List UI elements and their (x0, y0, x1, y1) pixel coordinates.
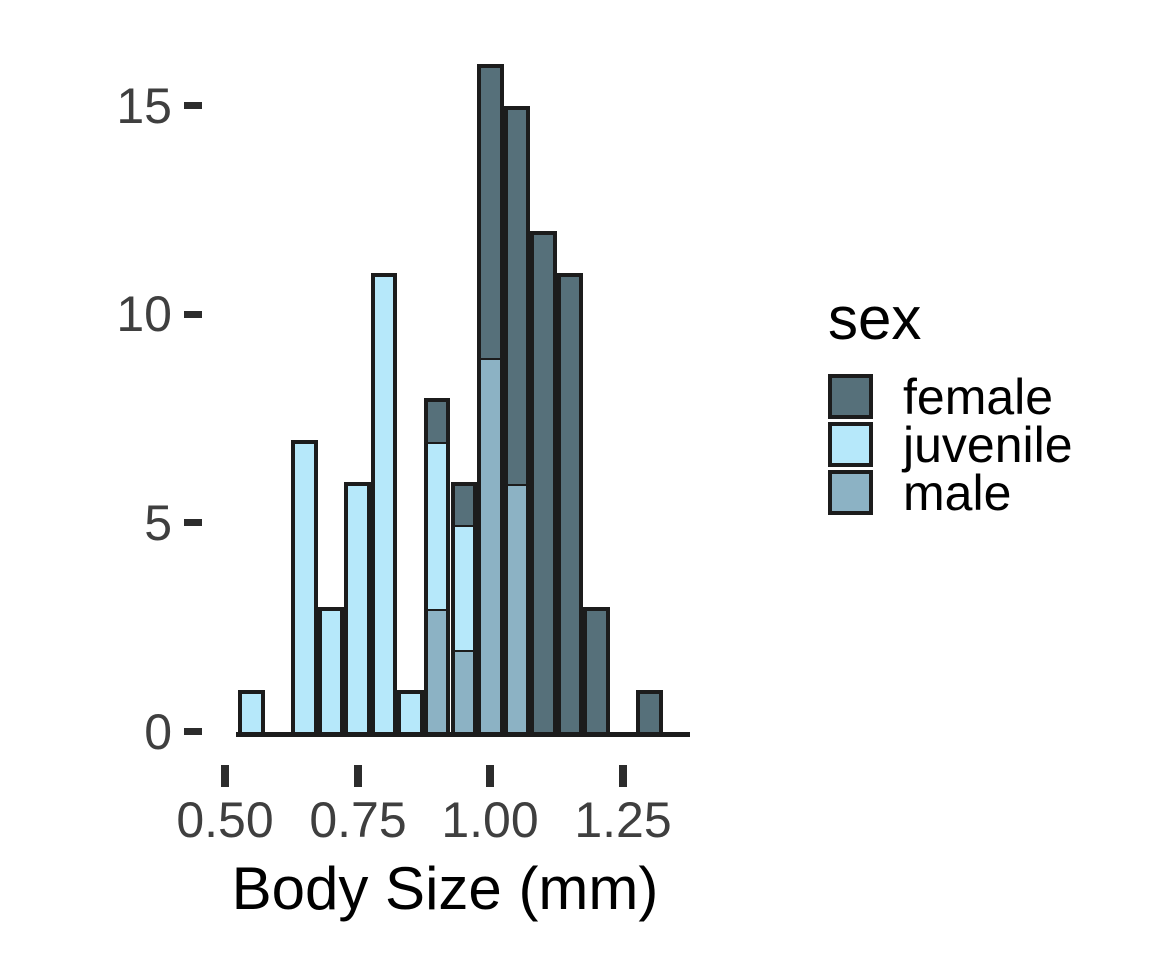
histogram-bar (450, 481, 478, 736)
legend-rows: female juvenile male (828, 368, 1073, 521)
bar-segment-juvenile (427, 439, 447, 609)
legend-swatch-female (828, 374, 873, 419)
x-axis-title: Body Size (mm) (231, 855, 659, 922)
bar-segment-juvenile (348, 485, 367, 732)
histogram-bar (344, 481, 371, 736)
histogram-bar (556, 273, 584, 736)
x-tick-mark-050 (221, 765, 229, 787)
y-axis-label-5: 5 (144, 495, 172, 551)
bar-segment-juvenile (295, 443, 314, 732)
legend-swatch-male (828, 470, 873, 515)
bar-segment-female (454, 485, 474, 526)
x-axis-label-125: 1.25 (574, 792, 672, 848)
histogram-bar (291, 439, 318, 736)
bar-segment-male (481, 356, 500, 732)
y-tick-mark-10 (184, 311, 202, 318)
legend-row-juvenile: juvenile (828, 416, 1073, 473)
y-axis-label-15: 15 (116, 78, 172, 134)
legend-label-male: male (903, 464, 1012, 521)
bar-segment-female (640, 694, 659, 732)
x-tick-mark-075 (354, 765, 362, 787)
legend-row-female: female (828, 368, 1073, 425)
bar-segment-female (507, 110, 527, 484)
legend-label-female: female (903, 368, 1054, 425)
bar-segment-female (560, 277, 580, 732)
bar-segment-male (507, 481, 527, 733)
x-axis-label-075: 0.75 (309, 792, 407, 848)
bar-segment-female (534, 235, 553, 732)
x-axis-baseline (236, 732, 690, 737)
legend-row-male: male (828, 464, 1073, 521)
legend-swatch-juvenile (828, 422, 873, 467)
bar-segment-juvenile (242, 694, 261, 732)
histogram-bar (636, 690, 663, 736)
histogram-bar (317, 606, 345, 736)
y-tick-mark-0 (184, 728, 202, 735)
histogram-bar (477, 64, 504, 736)
legend-label-juvenile: juvenile (903, 416, 1073, 473)
bar-segment-male (454, 648, 474, 732)
histogram-bar (423, 398, 451, 736)
y-axis-label-0: 0 (144, 704, 172, 760)
bar-segment-juvenile (454, 523, 474, 651)
histogram-bar (238, 690, 265, 736)
x-axis-label-050: 0.50 (176, 792, 274, 848)
x-tick-mark-125 (619, 765, 627, 787)
histogram-bar (397, 690, 424, 736)
legend-title: sex (828, 285, 922, 352)
bar-segment-female (427, 402, 447, 442)
y-axis-label-10: 10 (116, 286, 172, 342)
bar-segment-juvenile (401, 694, 420, 732)
y-tick-mark-15 (184, 102, 202, 109)
x-axis-label-100: 1.00 (441, 792, 539, 848)
bar-segment-female (587, 610, 606, 732)
y-tick-mark-5 (184, 519, 202, 526)
legend: sex female juvenile male (828, 288, 1073, 518)
histogram-bar (530, 231, 557, 736)
bar-segment-female (481, 68, 500, 359)
x-tick-mark-100 (486, 765, 494, 787)
histogram-bar (503, 106, 531, 736)
bar-segment-juvenile (321, 610, 341, 732)
histogram-bar (583, 606, 610, 736)
histogram-bar (370, 273, 398, 736)
bar-segment-male (427, 606, 447, 732)
bar-segment-juvenile (374, 277, 394, 732)
